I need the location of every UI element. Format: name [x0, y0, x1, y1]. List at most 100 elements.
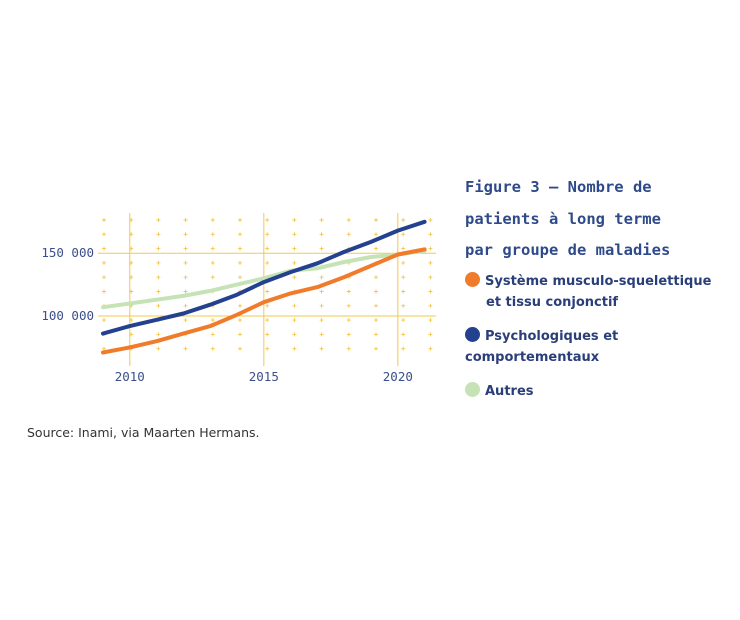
grid-cross [346, 346, 351, 351]
legend-label-cont: comportementaux [465, 350, 600, 365]
grid-cross [401, 318, 406, 323]
x-tick-label: 2010 [115, 369, 145, 384]
grid-cross [102, 232, 106, 237]
grid-cross [428, 303, 433, 308]
grid-cross [238, 318, 242, 323]
y-tick-label: 150 000 [41, 245, 94, 260]
grid-cross [265, 260, 270, 265]
grid-cross [428, 260, 433, 265]
grid-cross [319, 289, 324, 294]
grid-cross [374, 303, 378, 308]
grid-cross [401, 346, 406, 351]
grid-cross [319, 275, 324, 280]
grid-cross [238, 275, 242, 280]
grid-cross [265, 232, 270, 237]
grid-cross [156, 260, 161, 265]
grid-cross [102, 260, 106, 265]
grid-cross [238, 246, 242, 251]
grid-cross [265, 332, 270, 337]
grid-cross [102, 218, 106, 222]
figure-title-line: Figure 3 – Nombre de [465, 178, 652, 196]
grid-cross [401, 218, 406, 222]
grid-cross [265, 346, 270, 351]
grid-cross [292, 346, 297, 351]
grid-cross [401, 332, 406, 337]
grid-cross [319, 303, 324, 308]
grid-cross [428, 246, 433, 251]
grid-cross [292, 318, 297, 323]
grid-cross [210, 275, 215, 280]
grid-cross [210, 232, 215, 237]
legend-item-autres: Autres [465, 381, 737, 402]
grid-cross [102, 275, 106, 280]
series-line-2 [101, 248, 427, 310]
grid-cross [401, 275, 406, 280]
grid-cross [346, 218, 351, 222]
grid-cross [156, 332, 161, 337]
grid-cross [265, 218, 270, 222]
y-tick-label: 100 000 [41, 308, 94, 323]
grid-cross [238, 260, 242, 265]
grid-cross [265, 303, 270, 308]
grid-cross [319, 332, 324, 337]
source-note: Source: Inami, via Maarten Hermans. [27, 425, 260, 440]
grid-cross [428, 289, 433, 294]
grid-cross [238, 346, 242, 351]
y-axis-ticks: 100 000 150 000 [41, 245, 94, 323]
grid-cross [156, 232, 161, 237]
grid-cross [428, 346, 433, 351]
grid-cross [428, 218, 433, 222]
grid-cross [401, 246, 406, 251]
grid-cross [210, 260, 215, 265]
legend-swatch [465, 327, 480, 342]
grid-cross [292, 332, 297, 337]
grid-cross [292, 232, 297, 237]
legend-item-musculo: Système musculo-squelettique et tissu co… [465, 271, 737, 313]
legend-label: Système musculo-squelettique [485, 274, 712, 289]
grid-cross [265, 318, 270, 323]
grid-cross [183, 218, 188, 222]
grid-cross [102, 289, 106, 294]
grid-cross [183, 232, 188, 237]
grid-cross [210, 218, 215, 222]
grid-cross [319, 246, 324, 251]
grid-cross [102, 346, 106, 351]
legend-item-psycho: Psychologiques et comportementaux [465, 326, 737, 368]
grid-cross [374, 275, 378, 280]
grid-cross [319, 318, 324, 323]
grid-cross [401, 260, 406, 265]
grid-cross [265, 246, 270, 251]
figure-title-line: patients à long terme [465, 209, 661, 228]
grid-cross [102, 318, 106, 323]
grid-cross [183, 260, 188, 265]
grid-cross [428, 332, 433, 337]
x-tick-label: 2015 [249, 369, 279, 384]
grid-cross [156, 289, 161, 294]
line-chart: 2010 2015 2020 100 000 150 000 [41, 213, 436, 384]
grid-lines [98, 213, 436, 366]
grid-cross [238, 332, 242, 337]
grid-cross [346, 232, 351, 237]
grid-cross [292, 275, 297, 280]
grid-cross [374, 218, 378, 222]
grid-cross [210, 318, 215, 323]
grid-cross [238, 303, 242, 308]
grid-cross [238, 232, 242, 237]
grid-cross [374, 246, 378, 251]
grid-cross [401, 232, 406, 237]
grid-cross [319, 218, 324, 222]
grid-cross [292, 303, 297, 308]
grid-cross [183, 246, 188, 251]
grid-cross [374, 289, 378, 294]
grid-cross [183, 303, 188, 308]
figure-title-line: par groupe de maladies [465, 241, 671, 259]
grid-cross [346, 289, 351, 294]
grid-cross [156, 246, 161, 251]
series-line-1 [101, 219, 427, 336]
grid-cross [346, 303, 351, 308]
grid-cross [428, 318, 433, 323]
grid-cross [183, 289, 188, 294]
grid-cross [265, 289, 270, 294]
grid-cross [401, 289, 406, 294]
grid-cross [346, 318, 351, 323]
